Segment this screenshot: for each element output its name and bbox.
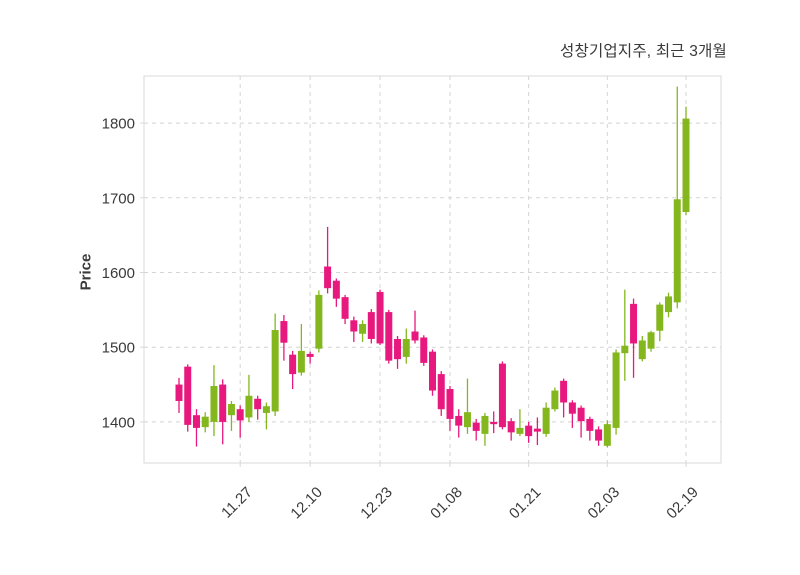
candle-down <box>490 421 498 425</box>
candle-down <box>507 421 515 433</box>
candle-down <box>586 418 594 431</box>
x-tick-label: 02.19 <box>663 484 702 523</box>
candle-up <box>201 416 209 428</box>
candle-up <box>516 427 524 434</box>
candle-up <box>227 403 235 416</box>
y-tick-label: 1400 <box>102 414 135 431</box>
candle-down <box>367 312 375 339</box>
candle-up <box>210 386 218 422</box>
candle-up <box>463 412 471 428</box>
plot-border <box>143 75 722 464</box>
y-tick-label: 1700 <box>102 190 135 207</box>
candle-down <box>324 266 332 289</box>
y-tick-label: 1500 <box>102 340 135 357</box>
candle-down <box>385 312 393 361</box>
candle-down <box>332 280 340 299</box>
x-tick-label: 01.21 <box>506 484 545 523</box>
x-tick-label: 02.03 <box>585 484 624 523</box>
candle-down <box>595 429 603 441</box>
candle-up <box>315 294 323 349</box>
candle-down <box>236 409 244 421</box>
candle-down <box>254 398 262 410</box>
candle-up <box>359 324 367 334</box>
candle-up <box>262 406 270 413</box>
x-tick-label: 12.23 <box>357 484 396 523</box>
candle-down <box>437 374 445 410</box>
candle-down <box>498 363 506 428</box>
candle-down <box>280 321 288 343</box>
candle-down <box>350 320 358 332</box>
candle-down <box>455 415 463 426</box>
chart-title: 성창기업지주, 최근 3개월 <box>560 43 727 60</box>
candle-up <box>673 199 681 303</box>
candle-up <box>481 415 489 434</box>
candle-up <box>612 352 620 428</box>
candle-down <box>376 291 384 344</box>
candle-up <box>603 424 611 446</box>
candle-down <box>175 384 183 401</box>
candle-down <box>184 366 192 425</box>
candle-down <box>341 297 349 319</box>
candle-down <box>525 425 533 437</box>
y-tick-label: 1800 <box>102 116 135 133</box>
candle-down <box>411 331 419 341</box>
candle-up <box>542 407 550 434</box>
candle-down <box>394 338 402 360</box>
y-tick-label: 1600 <box>102 265 135 282</box>
candle-down <box>577 407 585 422</box>
candle-up <box>551 390 559 410</box>
candle-up <box>647 332 655 349</box>
candle-up <box>665 296 673 313</box>
candle-down <box>306 353 314 357</box>
candle-down <box>192 415 200 428</box>
y-axis-label: Price <box>77 253 95 291</box>
candle-up <box>682 118 690 212</box>
candle-up <box>638 340 646 360</box>
candle-up <box>402 338 410 357</box>
candle-down <box>446 389 454 419</box>
candle-up <box>621 345 629 354</box>
candle-down <box>472 422 480 431</box>
candle-down <box>289 354 297 375</box>
candle-down <box>533 428 541 432</box>
candle-up <box>656 304 664 331</box>
candle-down <box>568 402 576 414</box>
candle-down <box>219 384 227 422</box>
x-tick-label: 12.10 <box>287 484 326 523</box>
candle-up <box>245 395 253 418</box>
candle-down <box>630 303 638 344</box>
candle-down <box>429 351 436 391</box>
x-tick-label: 11.27 <box>218 484 256 522</box>
candle-down <box>560 380 568 403</box>
candle-up <box>271 330 279 412</box>
candle-up <box>297 350 305 373</box>
x-tick-label: 01.08 <box>427 484 466 523</box>
candle-down <box>420 337 428 363</box>
